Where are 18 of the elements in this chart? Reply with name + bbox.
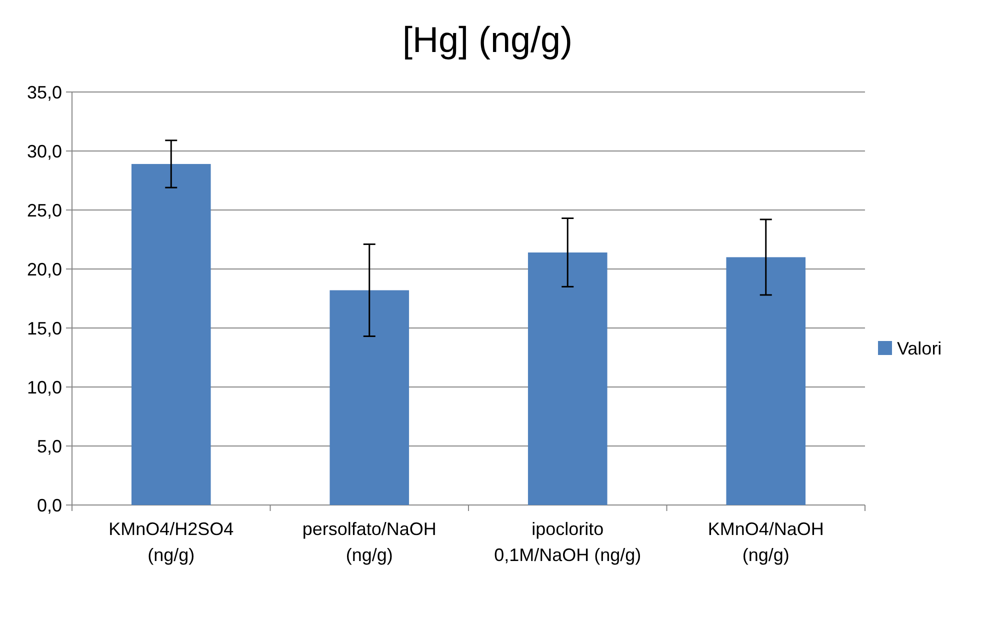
chart-title: [Hg] (ng/g) [402, 19, 573, 60]
bar [131, 164, 211, 505]
x-tick-label: persolfato/NaOH (ng/g) [302, 519, 436, 565]
y-tick-label: 5,0 [36, 436, 62, 456]
y-tick-label: 35,0 [26, 82, 62, 102]
y-tick-label: 25,0 [26, 200, 62, 220]
x-tick-label: ipoclorito 0,1M/NaOH (ng/g) [494, 519, 642, 565]
x-tick-label: KMnO4/H2SO4 (ng/g) [108, 519, 234, 565]
x-tick-label: KMnO4/NaOH (ng/g) [708, 519, 824, 565]
y-tick-label: 10,0 [26, 377, 62, 398]
bar [726, 257, 806, 505]
y-tick-label: 20,0 [26, 259, 62, 280]
y-tick-label: 0,0 [36, 495, 62, 516]
y-tick-label: 15,0 [26, 318, 62, 338]
legend-label: Valori [897, 338, 942, 358]
bar [330, 290, 410, 505]
bar [528, 252, 608, 505]
y-tick-label: 30,0 [26, 141, 62, 162]
